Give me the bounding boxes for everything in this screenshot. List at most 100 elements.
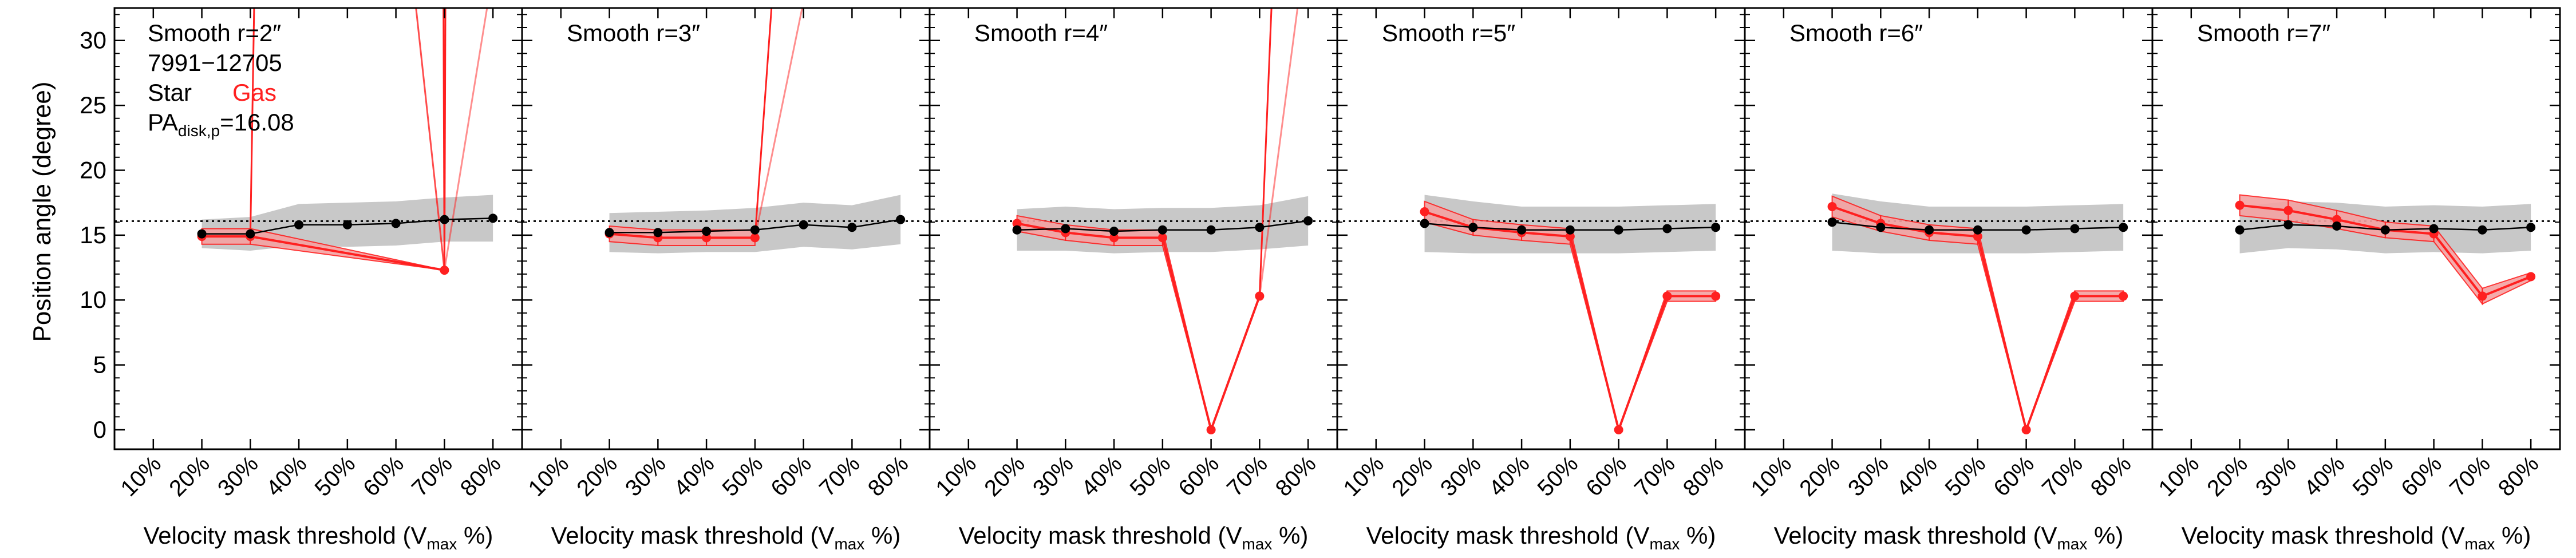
star-point [1303,216,1313,225]
x-axis-label: Velocity mask threshold (Vmax %) [1774,522,2124,553]
x-tick-label: 60% [358,451,409,501]
star-point [1925,225,1934,235]
star-point [197,229,207,239]
star-point [1061,224,1070,234]
plot-area [1745,193,2152,434]
gas-series-line [609,232,755,239]
x-tick-label: 40% [1077,451,1127,501]
star-point [488,213,498,223]
star-point [1517,225,1527,235]
x-tick-label: 50% [310,451,360,501]
panel-4: 10%20%30%40%50%60%70%80% Smooth r=5″ Veloc… [1336,7,1746,553]
y-axis-label: Position angle (degree) [28,82,56,342]
legend-star: Star [148,79,192,106]
star-point [1012,225,1022,235]
star-point [702,227,712,236]
x-tick-label: 80% [2494,451,2544,501]
star-point [294,220,304,229]
panel-2: 10%20%30%40%50%60%70%80% Smooth r=3″ Veloc… [521,7,931,553]
star-point [2070,224,2080,234]
x-tick-label: 20% [979,451,1030,501]
star-point [2283,220,2293,229]
y-tick-label: 0 [93,416,106,443]
star-point [391,219,401,228]
gas-point [1614,425,1623,434]
plot-area [1337,195,1745,434]
star-point [799,220,808,229]
gas-spike-line [443,8,447,271]
gas-point [2332,215,2342,224]
x-tick-label: 20% [1795,451,1845,501]
gas-point [1973,232,1982,242]
x-tick-label: 60% [1989,451,2039,501]
x-tick-label: 40% [669,451,720,501]
x-tick-label: 60% [766,451,816,501]
x-tick-label: 20% [572,451,622,501]
panel-frame [2151,7,2561,450]
gas-point [702,233,712,243]
x-tick-label: 70% [1630,451,1680,501]
y-tick-label: 5 [93,351,106,378]
y-tick-label: 25 [80,92,106,118]
plot-area [114,8,522,275]
gas-point [1565,232,1575,242]
gas-spike-line [754,8,803,238]
object-id: 7991−12705 [148,49,282,76]
gas-point [2021,425,2031,434]
star-point [1255,223,1265,232]
x-tick-label: 10% [523,451,574,501]
x-tick-label: 50% [1940,451,1990,501]
panel-title: Smooth r=6″ [1789,19,1923,46]
x-tick-label: 40% [2300,451,2350,501]
panel-5: 10%20%30%40%50%60%70%80% Smooth r=6″ Veloc… [1744,7,2154,553]
x-tick-label: 30% [1028,451,1078,501]
gas-point [1420,207,1429,217]
star-point [1614,225,1623,235]
star-point [605,228,614,238]
gas-point [1827,201,1837,211]
x-tick-label: 80% [456,451,506,501]
star-point [1711,223,1721,232]
x-tick-label: 30% [2251,451,2301,501]
star-point [246,229,255,239]
star-point [1973,225,1982,235]
x-tick-label: 60% [2396,451,2447,501]
gas-point [1711,291,1721,301]
x-tick-label: 50% [717,451,768,501]
gas-point [2526,272,2536,282]
x-tick-label: 70% [1222,451,1273,501]
y-tick-label: 20 [80,156,106,183]
gas-spike-line [1258,8,1299,296]
x-tick-label: 80% [1678,451,1729,501]
star-point [2478,225,2487,235]
star-point [847,223,857,232]
x-axis-label: Velocity mask threshold (Vmax %) [144,522,493,553]
gas-point [1662,291,1672,301]
star-point [2332,221,2342,231]
gas-point [2119,291,2128,301]
gas-point [2283,205,2293,215]
x-tick-label: 10% [1338,451,1389,501]
star-band [1832,193,2124,254]
star-point [1206,225,1216,235]
x-tick-label: 40% [1484,451,1535,501]
gas-spike-line [1258,8,1273,296]
gas-spike-line [443,8,488,271]
gas-spike-line [754,8,773,238]
x-axis-label: Velocity mask threshold (Vmax %) [551,522,901,553]
gas-point [440,266,449,275]
panel-title: Smooth r=5″ [1382,19,1515,46]
gas-point [2478,291,2487,301]
x-tick-label: 30% [213,451,263,501]
gas-point [750,233,760,243]
x-tick-label: 10% [2154,451,2204,501]
x-tick-label: 50% [1532,451,1583,501]
pa-reference-label: PAdisk,p=16.08 [148,109,294,140]
x-tick-label: 70% [407,451,457,501]
panel-title: Smooth r=7″ [2197,19,2330,46]
star-point [1468,223,1478,232]
x-tick-label: 10% [116,451,166,501]
panel-3: 10%20%30%40%50%60%70%80% Smooth r=4″ Veloc… [929,7,1338,553]
star-point [440,215,449,224]
plot-area [930,8,1337,434]
